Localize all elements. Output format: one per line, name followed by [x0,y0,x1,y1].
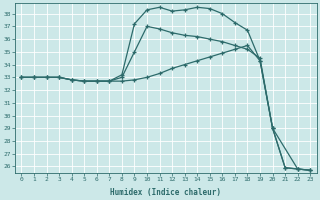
X-axis label: Humidex (Indice chaleur): Humidex (Indice chaleur) [110,188,221,197]
